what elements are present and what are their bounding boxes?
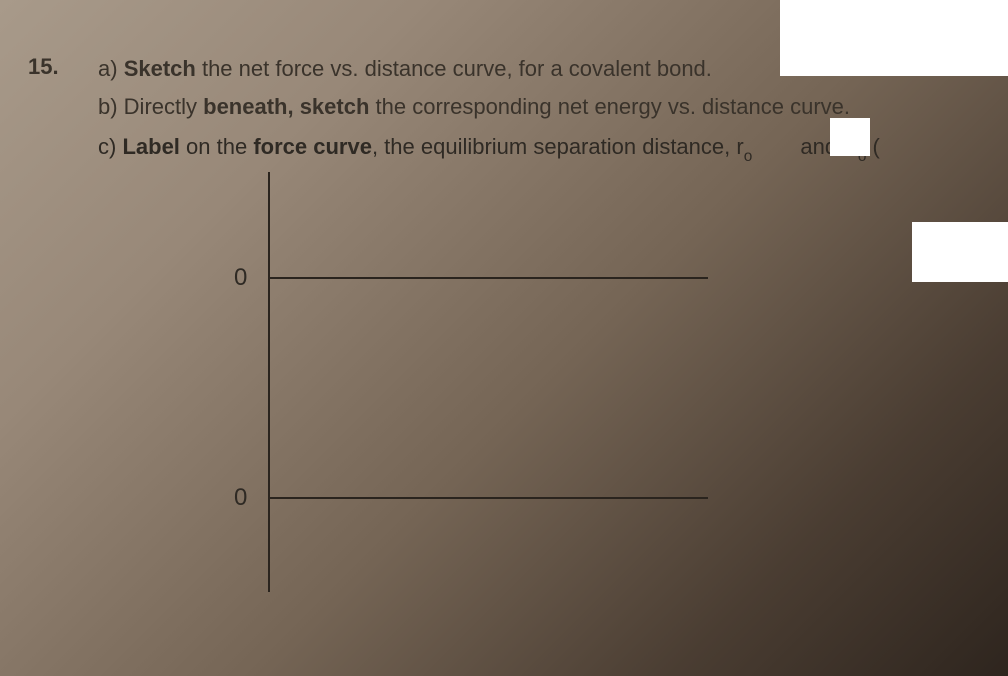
worksheet-page: 15. a) Sketch the net force vs. distance… [0,0,1008,676]
question-number: 15. [28,54,59,80]
part-c-sub1: o [744,148,753,165]
part-a-bold: Sketch [124,56,196,81]
energy-graph-zero-label: 0 [234,484,247,512]
question-part-b: b) Directly beneath, sketch the correspo… [98,92,850,122]
redaction-box [830,118,870,156]
part-a-label: a) [98,56,118,81]
force-graph-zero-label: 0 [234,264,247,292]
part-c-bold2: force curve [253,134,372,159]
redaction-box [780,0,1008,76]
part-b-pre: b) Directly [98,94,203,119]
part-a-text: the net force vs. distance curve, for a … [196,56,712,81]
part-c-mid1: on the [180,134,253,159]
question-part-a: a) Sketch the net force vs. distance cur… [98,54,712,84]
redaction-box [912,222,1008,282]
part-c-mid2: , the equilibrium separation distance, r [372,134,744,159]
energy-graph-x-axis [268,497,708,499]
force-graph-axes: 0 [268,172,728,382]
part-b-bold: beneath, sketch [203,94,369,119]
part-c-label: c) [98,134,122,159]
question-part-c: c) Label on the force curve, the equilib… [98,132,880,166]
energy-graph-y-axis [268,382,270,592]
part-b-post: the corresponding net energy vs. distanc… [369,94,850,119]
energy-graph-axes: 0 [268,382,728,592]
force-graph-x-axis [268,277,708,279]
part-c-bold1: Label [122,134,179,159]
